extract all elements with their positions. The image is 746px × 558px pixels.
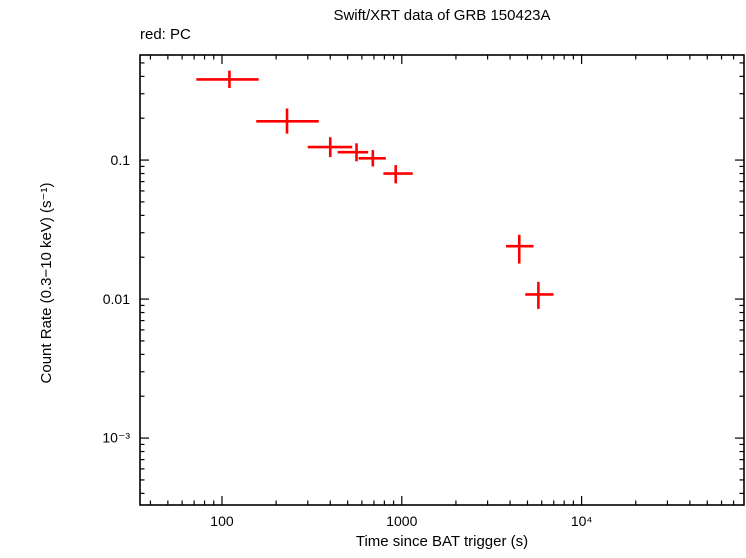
x-axis-label: Time since BAT trigger (s)	[355, 533, 529, 550]
y-tick-label: 0.1	[110, 152, 130, 169]
y-tick-label: 10⁻³	[102, 429, 130, 446]
chart-title: Swift/XRT data of GRB 150423A	[333, 7, 551, 24]
plot-frame	[139, 54, 745, 506]
x-tick-label: 1000	[386, 513, 418, 529]
legend-label: red: PC	[140, 26, 191, 43]
x-tick-label: 100	[210, 513, 234, 529]
y-tick-label: 0.01	[102, 291, 130, 308]
x-tick-label: 10⁴	[570, 513, 593, 529]
